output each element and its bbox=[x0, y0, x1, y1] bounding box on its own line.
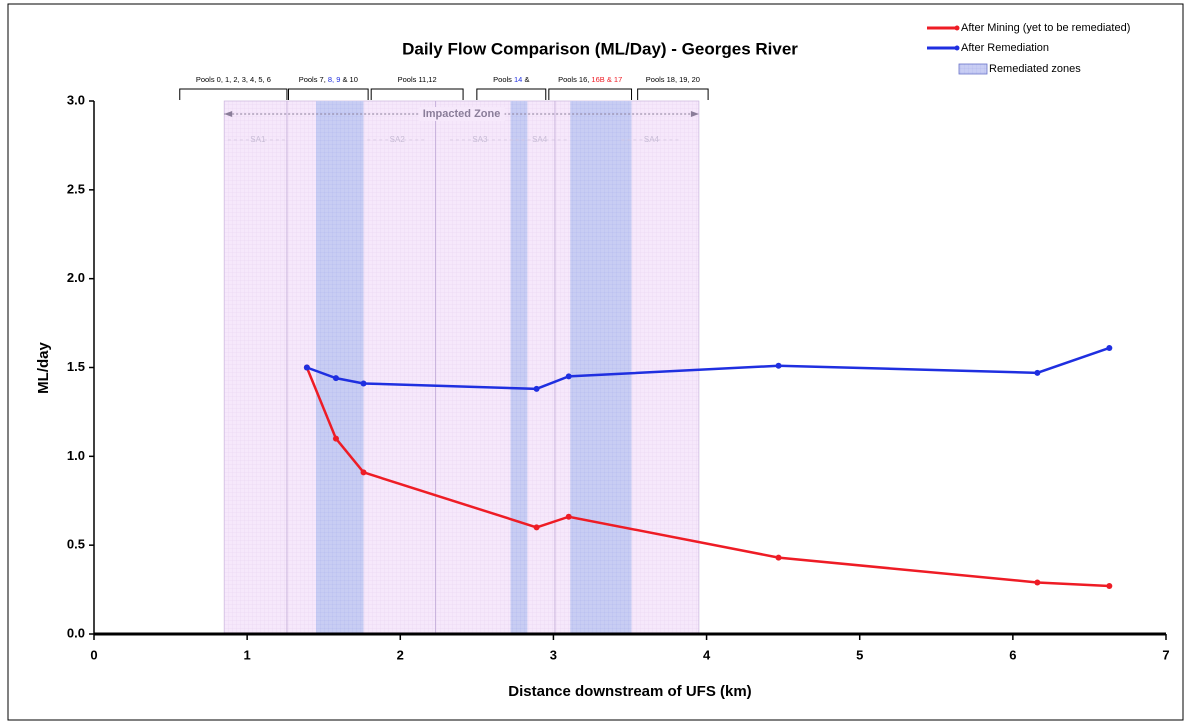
series-point bbox=[533, 385, 540, 392]
pool-label: Pools 16, 16B & 17 bbox=[558, 75, 622, 84]
pool-bracket bbox=[637, 88, 709, 100]
pool-label-part: Pools 11,12 bbox=[398, 75, 437, 84]
legend-label: After Mining (yet to be remediated) bbox=[961, 22, 1130, 34]
sub-area-label: SA3 bbox=[472, 135, 488, 144]
series-point bbox=[303, 364, 310, 371]
series-point bbox=[332, 435, 339, 442]
pool-label-part: Pools 16, bbox=[558, 75, 591, 84]
sub-area-label: SA1 bbox=[250, 135, 266, 144]
remediated-zone bbox=[510, 101, 528, 634]
series-line bbox=[306, 346, 1110, 391]
series-point bbox=[533, 524, 540, 531]
x-tick-label: 5 bbox=[856, 647, 863, 662]
pool-label-part: Pools 18, 19, 20 bbox=[646, 75, 700, 84]
series-point bbox=[1034, 579, 1041, 586]
x-tick-label: 6 bbox=[1009, 647, 1016, 662]
pool-label: Pools 0, 1, 2, 3, 4, 5, 6 bbox=[196, 75, 271, 84]
sub-area-label: SA4 bbox=[532, 135, 548, 144]
pool-label: Pools 11,12 bbox=[398, 75, 437, 84]
x-tick-label: 4 bbox=[703, 647, 711, 662]
series-point bbox=[1034, 369, 1041, 376]
y-axis-label: ML/day bbox=[35, 342, 52, 394]
pool-label-part: 8, 9 bbox=[328, 75, 341, 84]
y-tick-label: 0.5 bbox=[67, 537, 85, 552]
sub-area-label: SA2 bbox=[390, 135, 406, 144]
impacted-zone-label: Impacted Zone bbox=[423, 108, 501, 120]
y-tick-label: 1.0 bbox=[67, 448, 85, 463]
remediated-zone bbox=[570, 101, 632, 634]
pool-bracket bbox=[370, 88, 464, 100]
legend-label: Remediated zones bbox=[989, 63, 1081, 75]
series-point bbox=[360, 380, 367, 387]
pool-label-part: Pools 0, 1, 2, 3, 4, 5, 6 bbox=[196, 75, 271, 84]
x-tick-label: 7 bbox=[1162, 647, 1169, 662]
x-tick-label: 1 bbox=[244, 647, 251, 662]
pool-label-part: & bbox=[522, 75, 529, 84]
series-point bbox=[565, 513, 572, 520]
impacted-label-bg bbox=[418, 107, 505, 121]
series-point bbox=[565, 373, 572, 380]
pool-bracket bbox=[548, 88, 633, 100]
y-tick-label: 1.5 bbox=[67, 359, 85, 374]
pool-label: Pools 14 & bbox=[493, 75, 529, 84]
series-point bbox=[1106, 583, 1113, 590]
y-tick-label: 0.0 bbox=[67, 625, 85, 640]
series-line bbox=[305, 367, 1110, 588]
pool-label: Pools 18, 19, 20 bbox=[646, 75, 700, 84]
x-axis-label: Distance downstream of UFS (km) bbox=[508, 683, 751, 700]
pool-label-part: 14 bbox=[514, 75, 522, 84]
pool-bracket bbox=[476, 88, 547, 100]
sub-area-label: SA4 bbox=[644, 135, 660, 144]
remediated-zone bbox=[316, 101, 364, 634]
legend-label: After Remediation bbox=[961, 42, 1049, 54]
pool-bracket bbox=[287, 88, 369, 100]
pool-label: Pools 7, 8, 9 & 10 bbox=[299, 75, 358, 84]
x-tick-label: 0 bbox=[90, 647, 97, 662]
pool-label-part: Pools 7, bbox=[299, 75, 328, 84]
series-point bbox=[775, 554, 782, 561]
y-tick-label: 3.0 bbox=[67, 92, 85, 107]
legend-swatch bbox=[958, 63, 988, 75]
chart-frame bbox=[7, 3, 1184, 721]
pool-label-part: Pools bbox=[493, 75, 514, 84]
x-tick-label: 2 bbox=[397, 647, 404, 662]
y-tick-label: 2.0 bbox=[67, 270, 85, 285]
y-tick-label: 2.5 bbox=[67, 181, 85, 196]
legend-marker bbox=[954, 45, 960, 51]
pool-bracket bbox=[179, 88, 288, 100]
series-point bbox=[332, 375, 339, 382]
series-point bbox=[1106, 344, 1113, 351]
legend-marker bbox=[954, 25, 960, 31]
chart-title: Daily Flow Comparison (ML/Day) - Georges… bbox=[402, 39, 798, 58]
x-tick-label: 3 bbox=[550, 647, 557, 662]
series-point bbox=[360, 469, 367, 476]
pool-label-part: & 10 bbox=[340, 75, 358, 84]
pool-label-part: 16B & 17 bbox=[591, 75, 622, 84]
series-point bbox=[775, 362, 782, 369]
